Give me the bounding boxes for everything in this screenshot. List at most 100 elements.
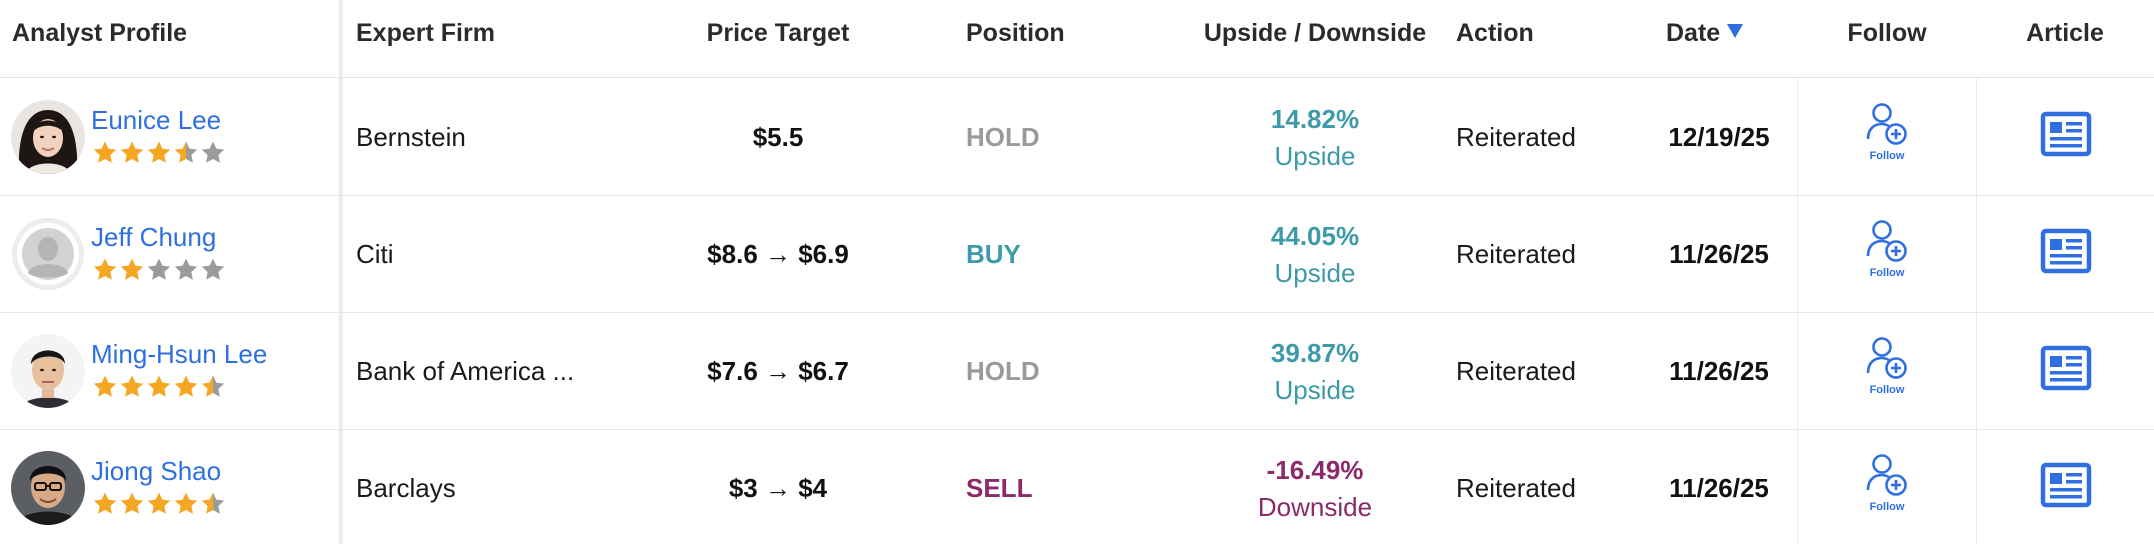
follow-user-plus-icon (1866, 337, 1907, 379)
profile-column-divider (339, 0, 343, 544)
col-expert-firm[interactable]: Expert Firm (356, 19, 495, 47)
col-position[interactable]: Position (966, 19, 1065, 47)
table-row: Jiong Shao Barclays $3 → $4 SELL -16.49%… (0, 430, 2154, 547)
article-newspaper-icon (2040, 228, 2092, 274)
follow-button[interactable]: Follow (1845, 452, 1929, 528)
star-icon (120, 375, 144, 397)
article-button[interactable] (2040, 228, 2092, 274)
star-rating (92, 257, 227, 283)
price-target: $5.5 (752, 122, 804, 152)
rating-action: Reiterated (1456, 122, 1576, 152)
avatar[interactable] (11, 217, 85, 291)
upside-downside: -16.49% Downside (1180, 452, 1450, 526)
avatar[interactable] (11, 334, 85, 408)
direction-label: Upside (1274, 375, 1356, 405)
follow-button[interactable]: Follow (1845, 335, 1929, 411)
col-article: Article (2026, 19, 2104, 47)
follow-user-plus-icon (1866, 220, 1907, 262)
price-target: $8.6 → $6.9 (707, 239, 849, 269)
star-icon (201, 258, 225, 280)
table-row: Ming-Hsun Lee Bank of America ... $7.6 →… (0, 313, 2154, 430)
article-button[interactable] (2040, 111, 2092, 157)
expert-firm: Bank of America ... (356, 356, 575, 386)
col-follow: Follow (1847, 19, 1927, 47)
analyst-name-link[interactable]: Jiong Shao (91, 456, 222, 486)
downside-percent: -16.49% (1266, 455, 1364, 485)
star-icon (147, 492, 171, 514)
star-icon (120, 141, 144, 163)
star-rating (92, 491, 227, 517)
price-target: $7.6 → $6.7 (707, 356, 849, 386)
direction-label: Upside (1274, 258, 1356, 288)
upside-percent: 39.87% (1270, 338, 1360, 368)
direction-label: Downside (1257, 492, 1373, 522)
article-button[interactable] (2040, 345, 2092, 391)
follow-label: Follow (1869, 150, 1905, 162)
expert-firm: Barclays (356, 473, 456, 503)
table-row: Eunice Lee Bernstein $5.5 HOLD 14.82% Up… (0, 79, 2154, 196)
article-newspaper-icon (2040, 345, 2092, 391)
position-badge: HOLD (966, 356, 1040, 386)
price-target: $3 → $4 (728, 473, 828, 503)
star-icon (174, 375, 198, 397)
col-date-label: Date (1666, 19, 1721, 47)
analyst-name-link[interactable]: Jeff Chung (91, 222, 217, 252)
star-icon (201, 375, 225, 397)
col-date[interactable]: Date (1666, 0, 1744, 78)
star-icon (93, 492, 117, 514)
follow-button[interactable]: Follow (1845, 218, 1929, 294)
avatar[interactable] (11, 100, 85, 174)
star-icon (120, 492, 144, 514)
col-upside-downside[interactable]: Upside / Downside (1203, 19, 1427, 47)
star-icon (93, 141, 117, 163)
star-icon (174, 141, 198, 163)
follow-button[interactable]: Follow (1845, 101, 1929, 177)
follow-label: Follow (1869, 384, 1905, 396)
position-badge: BUY (966, 239, 1021, 269)
position-badge: SELL (966, 473, 1033, 503)
follow-column-divider (1797, 78, 1798, 544)
star-icon (147, 375, 171, 397)
direction-label: Upside (1274, 141, 1356, 171)
upside-downside: 39.87% Upside (1180, 335, 1450, 409)
upside-downside: 14.82% Upside (1180, 101, 1450, 175)
follow-user-plus-icon (1866, 103, 1907, 145)
follow-label: Follow (1869, 501, 1905, 513)
col-price-target[interactable]: Price Target (706, 19, 850, 47)
rating-action: Reiterated (1456, 356, 1576, 386)
sort-descending-icon[interactable] (1726, 0, 1744, 64)
star-icon (120, 258, 144, 280)
analyst-name-link[interactable]: Ming-Hsun Lee (91, 339, 268, 369)
article-button[interactable] (2040, 462, 2092, 508)
follow-label: Follow (1869, 267, 1905, 279)
star-icon (93, 258, 117, 280)
star-icon (201, 141, 225, 163)
upside-percent: 14.82% (1270, 104, 1360, 134)
rating-date: 11/26/25 (1669, 239, 1769, 269)
avatar[interactable] (11, 451, 85, 525)
col-action[interactable]: Action (1456, 19, 1534, 47)
expert-firm: Bernstein (356, 122, 466, 152)
star-rating (92, 374, 227, 400)
position-badge: HOLD (966, 122, 1040, 152)
table-row: Jeff Chung Citi $8.6 → $6.9 BUY 44.05% U… (0, 196, 2154, 313)
upside-downside: 44.05% Upside (1180, 218, 1450, 292)
rating-date: 11/26/25 (1669, 473, 1769, 503)
rating-date: 11/26/25 (1669, 356, 1769, 386)
analyst-name-link[interactable]: Eunice Lee (91, 105, 222, 135)
star-icon (147, 258, 171, 280)
col-analyst-profile[interactable]: Analyst Profile (12, 19, 188, 47)
follow-user-plus-icon (1866, 454, 1907, 496)
expert-firm: Citi (356, 239, 394, 269)
table-header: Analyst Profile Expert Firm Price Target… (0, 0, 2154, 78)
article-newspaper-icon (2040, 111, 2092, 157)
star-icon (201, 492, 225, 514)
star-icon (174, 258, 198, 280)
star-icon (174, 492, 198, 514)
article-column-divider (1976, 78, 1977, 544)
rating-date: 12/19/25 (1668, 122, 1770, 152)
star-rating (92, 140, 227, 166)
star-icon (147, 141, 171, 163)
rating-action: Reiterated (1456, 239, 1576, 269)
